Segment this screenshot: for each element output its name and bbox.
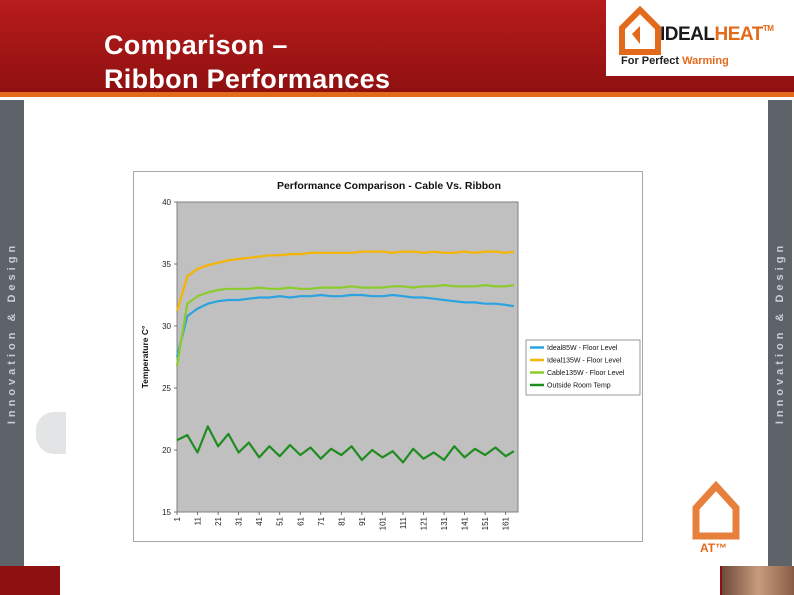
x-tick-label: 21 <box>214 516 223 525</box>
y-tick-label: 40 <box>162 198 171 207</box>
y-tick-label: 35 <box>162 260 171 269</box>
logo-word-heat: HEAT <box>714 24 764 45</box>
x-tick-label: 81 <box>337 516 346 525</box>
performance-chart: Performance Comparison - Cable Vs. Ribbo… <box>140 180 641 530</box>
legend-label: Ideal85W - Floor Level <box>547 345 618 352</box>
series-line-2 <box>175 250 515 312</box>
decorative-shape <box>36 412 66 454</box>
slide-title-line1: Comparison – <box>104 30 288 60</box>
bottom-panel <box>60 566 720 595</box>
y-tick-label: 15 <box>162 508 171 517</box>
x-tick-label: 91 <box>358 516 367 525</box>
x-tick-label: 141 <box>461 516 470 530</box>
plot-area <box>176 201 519 513</box>
x-tick-label: 11 <box>194 516 203 525</box>
x-tick-label: 71 <box>317 516 326 525</box>
x-tick-label: 111 <box>399 516 408 529</box>
legend-box <box>525 339 641 396</box>
legend-label: Outside Room Temp <box>547 383 611 390</box>
x-tick-label: 1 <box>173 516 182 521</box>
watermark-text: AT™ <box>700 541 728 555</box>
x-tick-label: 121 <box>420 516 429 530</box>
chart-frame: Performance Comparison - Cable Vs. Ribbo… <box>133 171 643 542</box>
logo-tagline-part2: Warming <box>682 55 729 67</box>
x-tick-label: 101 <box>378 516 387 530</box>
house-logo-icon <box>619 5 661 55</box>
header-accent-strip <box>0 92 794 97</box>
logo-tagline-part1: For Perfect <box>621 55 680 67</box>
logo-trademark: TM <box>762 24 774 33</box>
series-lines <box>175 250 515 464</box>
chart-legend: Ideal85W - Floor Level Ideal135W - Floor … <box>525 339 641 396</box>
logo-word-ideal: IDEAL <box>660 24 715 45</box>
series-line-3 <box>175 283 515 366</box>
y-tick-label: 20 <box>162 446 171 455</box>
x-tick-label: 31 <box>235 516 244 525</box>
y-axis-ticks: 15 20 25 30 35 40 <box>162 198 177 517</box>
y-tick-label: 25 <box>162 384 171 393</box>
legend-label: Ideal135W - Floor Level <box>547 358 622 365</box>
chart-title: Performance Comparison - Cable Vs. Ribbo… <box>277 180 501 192</box>
x-tick-label: 161 <box>502 516 511 530</box>
x-axis-ticks: 1 11 21 31 41 51 61 71 81 91 101 111 121 131 141 151 161 <box>173 512 511 530</box>
y-tick-label: 30 <box>162 322 171 331</box>
series-line-4 <box>176 425 515 464</box>
right-sidebar: Innovation & Design <box>768 100 792 566</box>
x-tick-label: 61 <box>296 516 305 525</box>
legend-label: Cable135W - Floor Level <box>547 370 625 377</box>
x-tick-label: 151 <box>481 516 490 530</box>
logo-wordmark: IDEALHEATTM <box>660 24 774 46</box>
series-line-1 <box>175 293 515 358</box>
right-sidebar-text: Innovation & Design <box>774 241 786 425</box>
watermark-house-icon <box>692 480 740 540</box>
slide-title: Comparison – Ribbon Performances <box>104 28 390 96</box>
left-sidebar: Innovation & Design <box>0 100 24 566</box>
corner-photo <box>722 566 794 595</box>
left-sidebar-text: Innovation & Design <box>6 241 18 425</box>
logo-tagline: For Perfect Warming <box>621 55 729 67</box>
slide-title-line2: Ribbon Performances <box>104 64 391 94</box>
x-tick-label: 41 <box>255 516 264 525</box>
x-tick-label: 131 <box>440 516 449 530</box>
y-axis-label: Temperature C° <box>140 325 150 388</box>
x-tick-label: 51 <box>276 516 285 525</box>
